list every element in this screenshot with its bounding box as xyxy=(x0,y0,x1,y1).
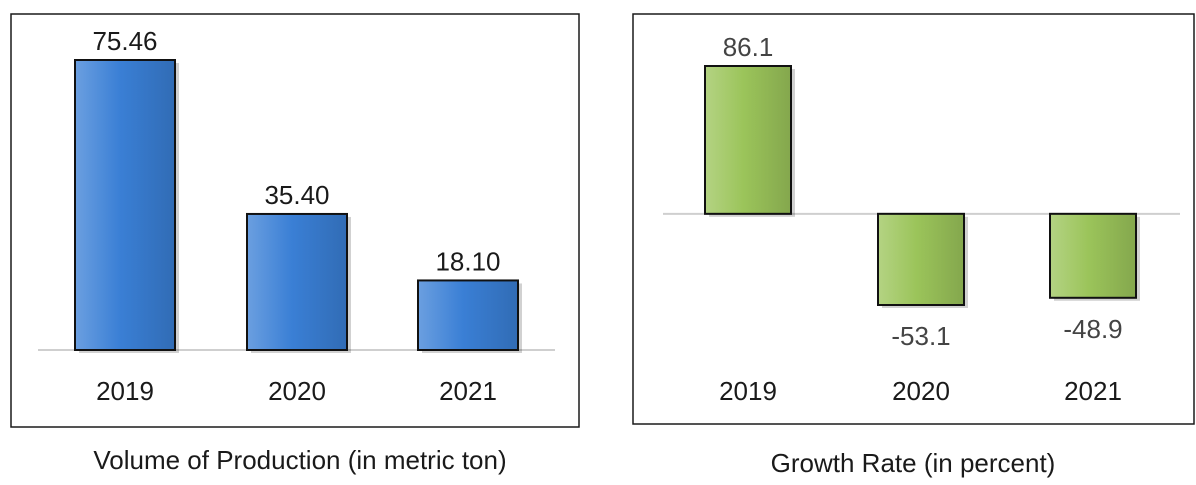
category-label-2020: 2020 xyxy=(268,376,326,406)
production-volume-svg: 75.46 2019 35.40 2020 18.10 2021 xyxy=(10,13,580,428)
bar-2021 xyxy=(417,279,519,351)
value-label-2020: 35.40 xyxy=(264,180,329,210)
value-label-2019: 75.46 xyxy=(92,26,157,56)
bar-2019 xyxy=(704,65,792,215)
value-label-2020: -53.1 xyxy=(891,321,950,351)
bar-2019 xyxy=(74,59,176,351)
production-volume-title: Volume of Production (in metric ton) xyxy=(93,445,507,475)
bar-2021 xyxy=(1049,212,1137,299)
bar-2020 xyxy=(246,212,348,351)
category-label-2019: 2019 xyxy=(719,376,777,406)
value-label-2021: 18.10 xyxy=(435,246,500,276)
category-label-2021: 2021 xyxy=(1064,376,1122,406)
category-label-2020: 2020 xyxy=(892,376,950,406)
category-label-2021: 2021 xyxy=(439,376,497,406)
bar-2020 xyxy=(877,212,965,306)
growth-rate-svg: 86.1 2019 -53.1 2020 -48.9 2021 xyxy=(632,13,1195,425)
growth-rate-title: Growth Rate (in percent) xyxy=(770,448,1056,478)
category-label-2019: 2019 xyxy=(96,376,154,406)
value-label-2021: -48.9 xyxy=(1063,314,1122,344)
value-label-2019: 86.1 xyxy=(723,32,774,62)
